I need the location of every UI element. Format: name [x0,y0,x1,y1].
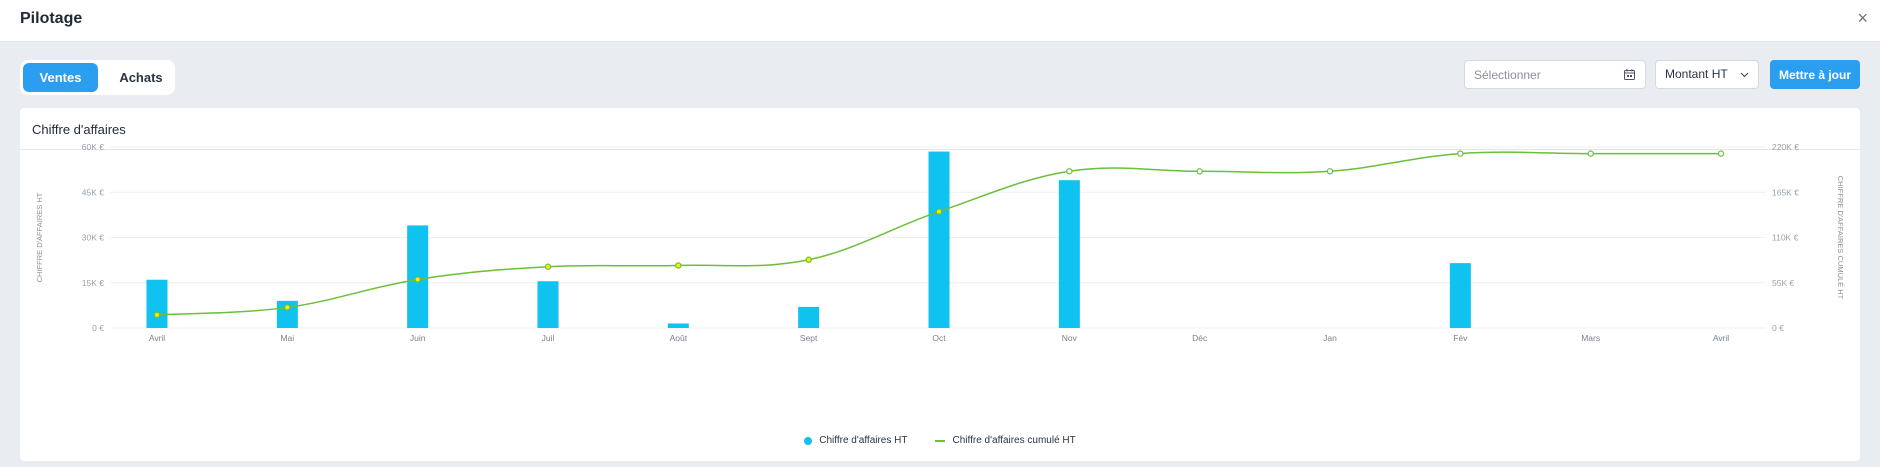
bar-fév [1449,263,1471,328]
x-tick-label: Avril [149,333,165,343]
bar-août [667,323,689,328]
y-tick-label-left: 45K € [82,187,104,197]
line-point [544,263,552,270]
line-point [675,262,682,269]
y-tick-label-left: 30K € [82,233,104,243]
legend-label-line: Chiffre d'affaires cumulé HT [952,435,1076,446]
line-point [284,304,291,311]
y-tick-label-left: 60K € [82,142,104,152]
x-tick-label: Mars [1581,333,1600,343]
bar-oct [928,151,950,328]
bar-sept [798,306,820,328]
revenue-chart: 0 € 0 € 15K € 55K € 30K € 110K € 45K € 165K € 60… [35,142,1845,343]
line-point [1717,150,1725,157]
line-point [935,208,943,215]
x-tick-label: Sept [800,333,818,343]
line-point [414,276,421,283]
tab-achats[interactable]: Achats [119,70,163,85]
y-tick-label-right: 110K € [1772,233,1799,243]
chart-panel-header: Chiffre d'affaires [20,108,1860,150]
x-tick-label: Nov [1062,333,1078,343]
legend-bar-swatch [804,436,813,445]
bar-avril [146,279,168,328]
line-point [153,311,161,319]
update-button[interactable]: Mettre à jour [1770,60,1860,89]
line-point [1457,150,1464,157]
x-tick-label: Oct [932,333,946,343]
page-title: Pilotage [20,10,83,27]
y-tick-label-right: 220K € [1772,142,1799,152]
measure-select[interactable]: Montant HT [1655,60,1759,89]
legend-line-swatch [935,439,946,442]
date-picker-input[interactable] [1464,60,1646,89]
measure-select-value: Montant HT [1665,67,1728,81]
calendar-icon[interactable] [1624,69,1635,80]
y-tick-label-left: 0 € [92,323,104,333]
line-point [805,256,812,263]
y-tick-label-right: 55K € [1772,278,1794,288]
y-tick-label-right: 0 € [1772,323,1784,333]
y-axis-label-left: CHIFFRE D'AFFAIRES HT [35,192,44,282]
legend-item-line[interactable]: Chiffre d'affaires cumulé HT [935,435,1076,446]
bar-nov [1058,180,1080,328]
tab-group: Ventes Achats [20,60,175,95]
x-tick-label: Déc [1192,333,1208,343]
modal-header: Pilotage × [0,0,1880,42]
x-tick-label: Juil [542,333,555,343]
line-point [1326,168,1334,175]
bar-juil [537,281,559,328]
x-tick-label: Jan [1323,333,1337,343]
tab-ventes[interactable]: Ventes [23,63,98,92]
x-tick-label: Août [670,333,688,343]
y-axis-label-right: CHIFFRE D'AFFAIRES CUMULÉ HT [1836,176,1845,300]
line-point [1587,150,1594,157]
line-point [1196,168,1203,175]
y-tick-label-right: 165K € [1772,187,1799,197]
x-tick-label: Mai [280,333,294,343]
line-point [1066,168,1073,175]
close-icon[interactable]: × [1857,8,1868,28]
chart-title: Chiffre d'affaires [32,122,126,137]
legend-label-bars: Chiffre d'affaires HT [819,435,908,446]
legend-item-bars[interactable]: Chiffre d'affaires HT [804,435,907,446]
chart-panel: Chiffre d'affaires 0 € 0 € 15K € 55K € 30K €… [20,108,1860,461]
chart-legend: Chiffre d'affaires HT Chiffre d'affaires… [20,435,1860,446]
x-tick-label: Avril [1713,333,1729,343]
y-tick-label-left: 15K € [82,278,104,288]
x-tick-label: Fév [1453,333,1468,343]
x-tick-label: Juin [410,333,426,343]
chevron-down-icon [1740,72,1749,78]
